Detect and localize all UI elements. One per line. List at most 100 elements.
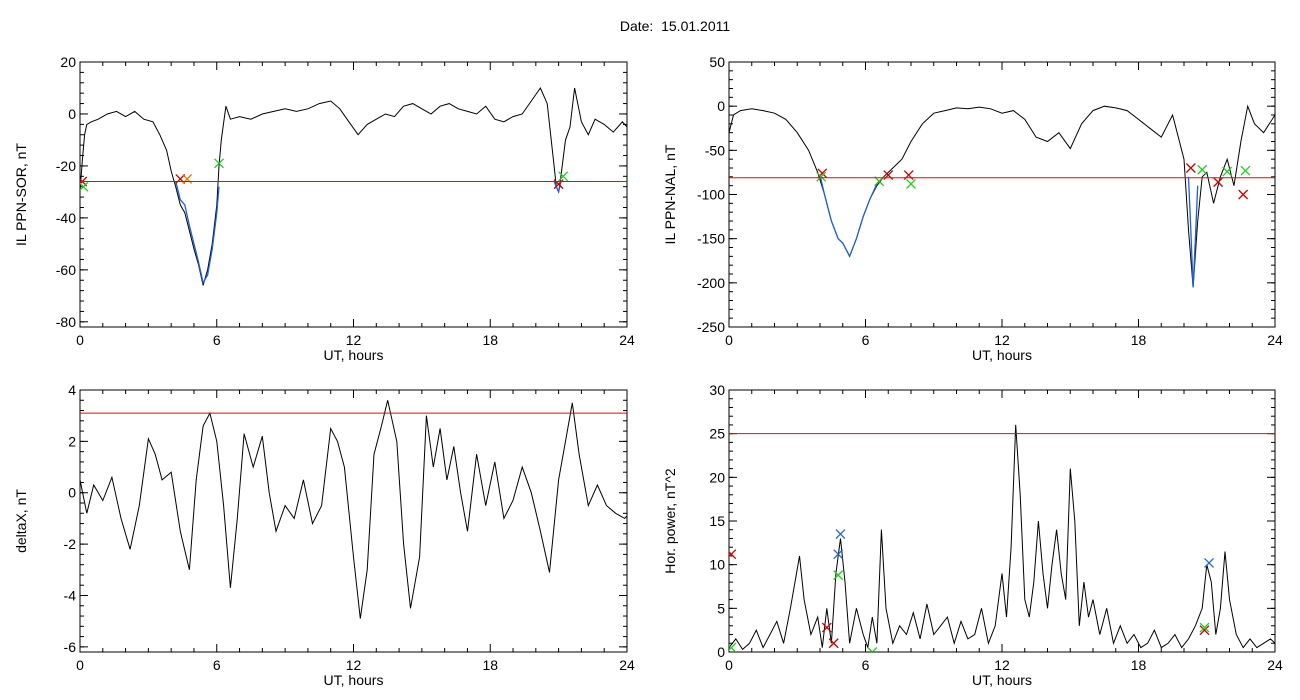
y-tick-label: 0 xyxy=(717,98,725,114)
x-tick-label: 18 xyxy=(1131,657,1147,673)
x-tick-label: 12 xyxy=(994,332,1010,348)
x-tick-label: 0 xyxy=(76,657,84,673)
y-tick-label: -6 xyxy=(64,639,77,655)
event-marker xyxy=(1199,625,1210,636)
marker-stroke xyxy=(871,647,878,652)
y-axis-label: IL PPN-SOR, nT xyxy=(13,143,29,246)
event-marker xyxy=(817,168,828,179)
event-segment xyxy=(175,181,220,285)
marker-stroke xyxy=(1197,164,1208,175)
x-tick-label: 6 xyxy=(862,657,870,673)
marker-stroke xyxy=(833,549,844,560)
x-tick-label: 24 xyxy=(1267,332,1283,348)
y-tick-label: -250 xyxy=(697,319,725,335)
marker-stroke xyxy=(835,529,846,540)
series-line xyxy=(80,86,627,286)
marker-stroke xyxy=(817,168,828,179)
y-tick-label: 30 xyxy=(709,382,725,398)
event-marker xyxy=(558,171,569,182)
marker-stroke xyxy=(1213,177,1224,188)
event-marker xyxy=(828,638,839,649)
y-tick-label: -60 xyxy=(56,262,76,278)
event-segment xyxy=(553,181,562,194)
marker-stroke xyxy=(867,647,874,652)
event-marker xyxy=(214,158,224,169)
marker-stroke xyxy=(214,158,224,169)
date-value: 15.01.2011 xyxy=(661,18,731,34)
marker-stroke xyxy=(828,638,839,649)
y-axis-label: Hor. power, nT^2 xyxy=(662,468,678,574)
event-marker xyxy=(1222,166,1233,177)
x-tick-label: 24 xyxy=(619,657,635,673)
x-axis-label: UT, hours xyxy=(324,672,384,688)
marker-stroke xyxy=(906,178,916,189)
y-tick-label: -4 xyxy=(64,587,77,603)
series-line xyxy=(729,104,1275,288)
event-marker xyxy=(821,622,832,633)
marker-stroke xyxy=(1199,625,1210,636)
x-tick-label: 6 xyxy=(213,332,221,348)
y-tick-label: 20 xyxy=(709,469,725,485)
y-axis-label: IL PPN-NAL, nT xyxy=(662,144,678,244)
x-axis-label: UT, hours xyxy=(972,347,1032,363)
y-tick-label: 4 xyxy=(68,382,76,398)
event-marker xyxy=(833,549,844,560)
marker-stroke xyxy=(80,181,89,192)
y-tick-label: -100 xyxy=(697,187,725,203)
y-tick-label: -40 xyxy=(56,210,76,226)
marker-stroke xyxy=(1199,622,1210,633)
marker-stroke xyxy=(1204,557,1214,568)
marker-stroke xyxy=(1185,163,1196,173)
chart-hpower: 0 6 12 18 24 0 5 10 15 20 25 30 UT, hours Hor. power,… xyxy=(662,382,1283,688)
series-line xyxy=(729,424,1275,651)
event-marker xyxy=(1199,622,1210,633)
chart-sor: 0 6 12 18 24 -80 -60 -40 -20 0 20 UT, hours IL PPN-S… xyxy=(13,54,635,363)
y-tick-label: 20 xyxy=(60,54,76,70)
marker-stroke xyxy=(729,549,737,558)
x-tick-label: 0 xyxy=(725,332,733,348)
x-tick-label: 24 xyxy=(619,332,635,348)
y-tick-label: -2 xyxy=(64,536,77,552)
y-tick-label: 0 xyxy=(68,485,76,501)
plot-frame xyxy=(79,61,628,328)
event-marker xyxy=(1185,163,1196,173)
y-tick-label: 0 xyxy=(717,644,725,660)
y-tick-label: 10 xyxy=(709,557,725,573)
event-marker xyxy=(816,171,827,182)
y-tick-label: -50 xyxy=(705,142,725,158)
event-marker xyxy=(1204,557,1214,568)
y-tick-label: 15 xyxy=(709,513,725,529)
x-tick-label: 6 xyxy=(862,332,870,348)
plot-frame xyxy=(728,389,1276,653)
x-tick-label: 0 xyxy=(76,332,84,348)
x-tick-label: 18 xyxy=(482,657,498,673)
marker-stroke xyxy=(1238,189,1249,200)
x-tick-label: 12 xyxy=(346,332,362,348)
x-axis-label: UT, hours xyxy=(972,672,1032,688)
plot-area xyxy=(80,86,627,286)
x-axis-label: UT, hours xyxy=(324,347,384,363)
x-tick-label: 18 xyxy=(482,332,498,348)
event-marker xyxy=(1238,189,1249,200)
event-marker xyxy=(729,642,737,652)
plot-area xyxy=(729,104,1275,288)
x-tick-label: 18 xyxy=(1131,332,1147,348)
event-marker xyxy=(1213,177,1224,188)
event-segment xyxy=(819,174,878,258)
marker-stroke xyxy=(729,642,737,651)
marker-stroke xyxy=(558,171,569,182)
marker-stroke xyxy=(874,176,885,187)
event-marker xyxy=(867,647,878,652)
plot-frame xyxy=(79,389,628,653)
y-tick-label: -200 xyxy=(697,275,725,291)
marker-stroke xyxy=(1240,165,1251,176)
plot-area xyxy=(80,400,627,619)
y-tick-label: -80 xyxy=(56,314,76,330)
page-title: Date: 15.01.2011 xyxy=(0,18,1300,34)
plot-area xyxy=(729,424,1275,652)
x-tick-label: 24 xyxy=(1267,657,1283,673)
event-segment xyxy=(1187,176,1199,288)
x-tick-label: 12 xyxy=(346,657,362,673)
y-tick-label: 50 xyxy=(709,54,725,70)
